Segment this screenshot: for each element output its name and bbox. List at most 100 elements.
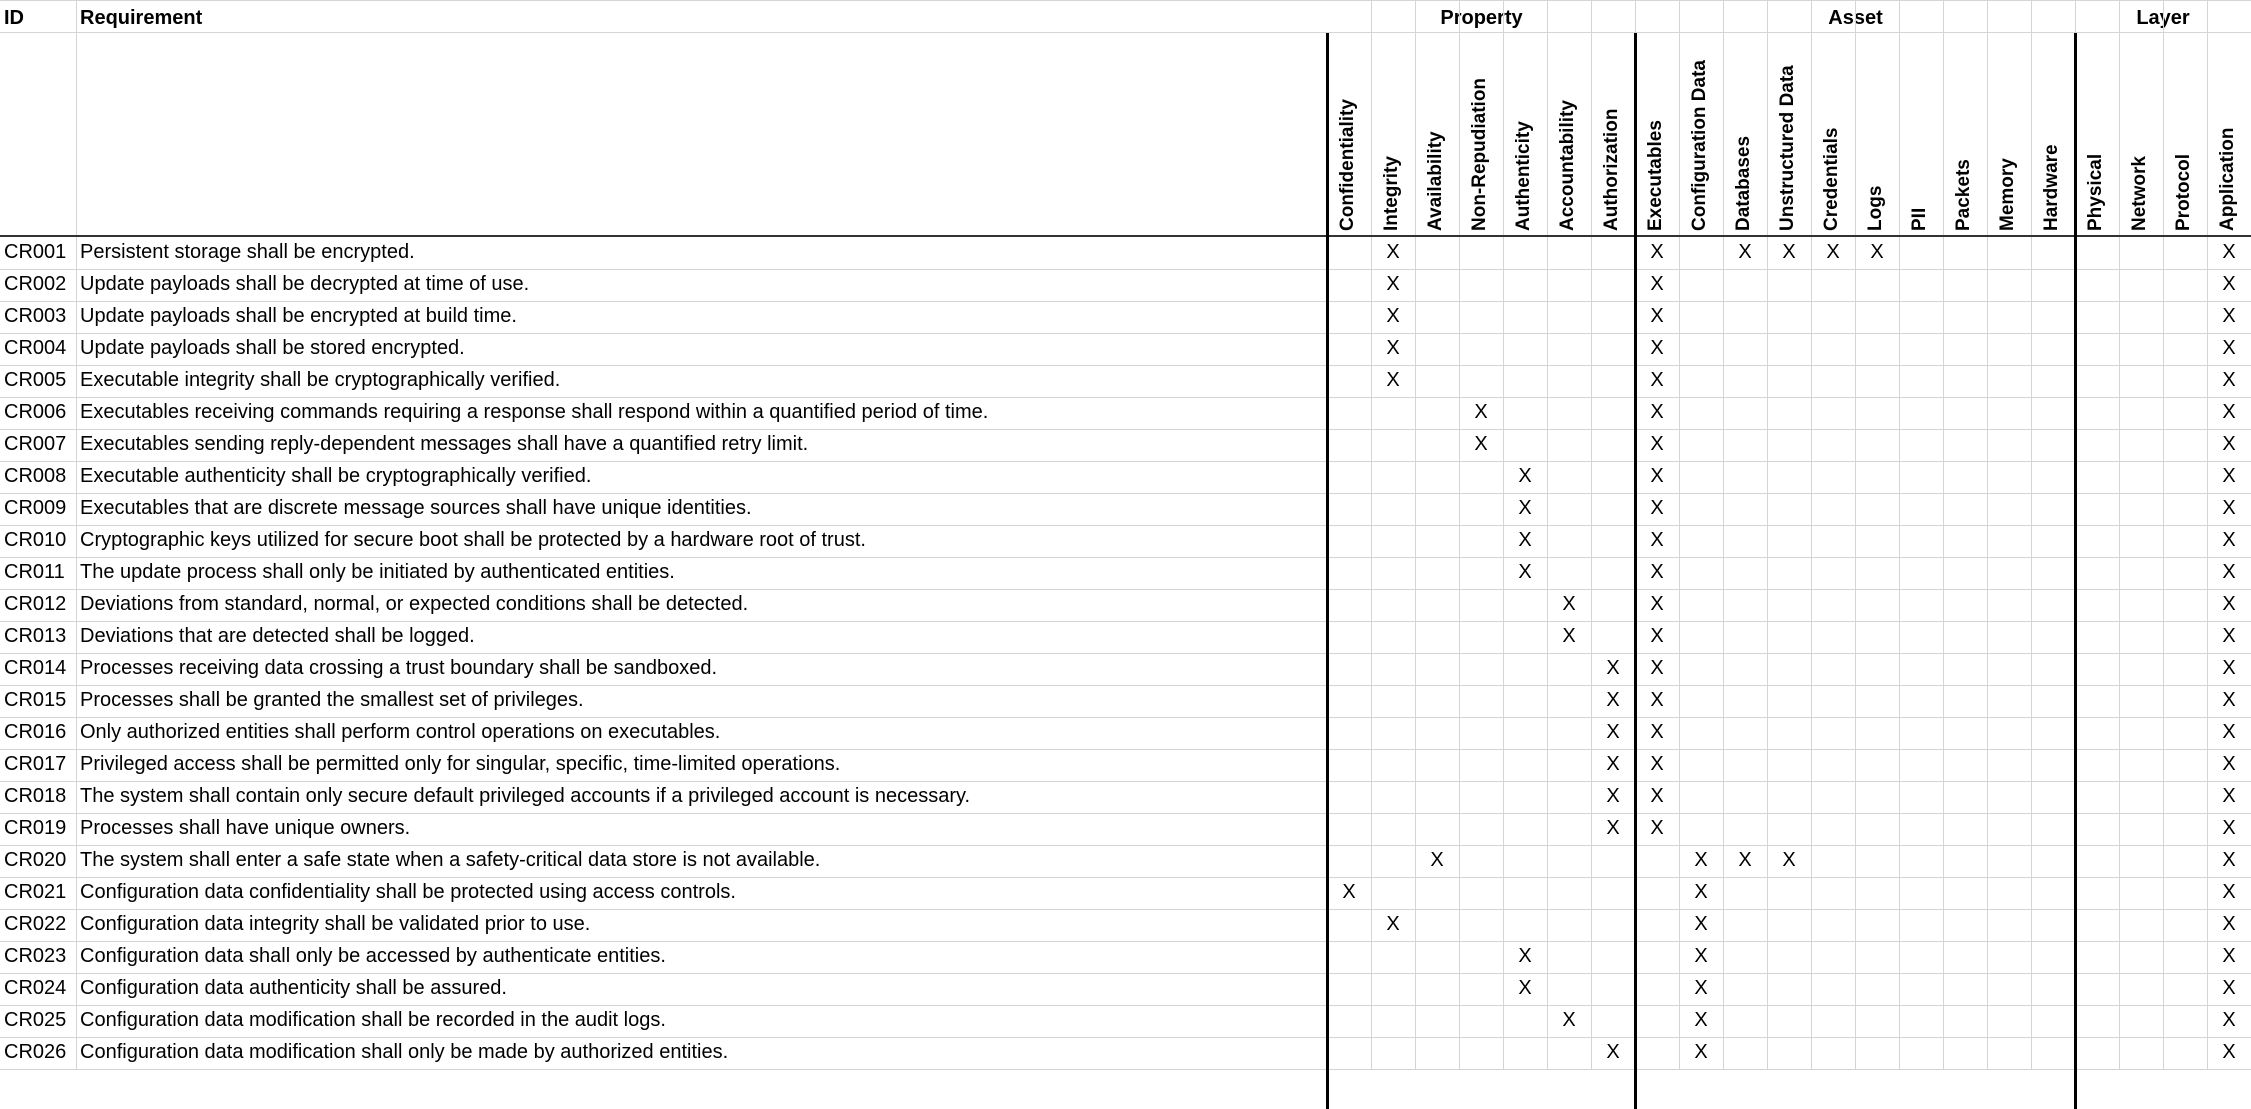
requirement-id[interactable]: CR020	[4, 849, 67, 871]
requirement-text[interactable]: Processes receiving data crossing a trus…	[80, 657, 718, 679]
cell-mark-executables[interactable]: X	[1650, 625, 1664, 647]
requirement-id[interactable]: CR016	[4, 721, 67, 743]
requirement-column-header[interactable]: Requirement	[80, 7, 203, 29]
column-header-authorization[interactable]: Authorization	[1601, 108, 1622, 231]
column-header-pii[interactable]: PII	[1909, 207, 1930, 231]
requirement-text[interactable]: Update payloads shall be decrypted at ti…	[80, 273, 530, 295]
cell-mark-unstructured-data[interactable]: X	[1782, 849, 1796, 871]
cell-mark-application[interactable]: X	[2222, 753, 2236, 775]
cell-mark-application[interactable]: X	[2222, 337, 2236, 359]
requirement-id[interactable]: CR003	[4, 305, 67, 327]
cell-mark-authenticity[interactable]: X	[1518, 977, 1532, 999]
requirement-id[interactable]: CR012	[4, 593, 67, 615]
cell-mark-authenticity[interactable]: X	[1518, 497, 1532, 519]
cell-mark-executables[interactable]: X	[1650, 657, 1664, 679]
requirement-id[interactable]: CR007	[4, 433, 67, 455]
requirement-text[interactable]: Deviations from standard, normal, or exp…	[80, 593, 749, 615]
cell-mark-application[interactable]: X	[2222, 913, 2236, 935]
cell-mark-configuration-data[interactable]: X	[1694, 977, 1708, 999]
requirement-id[interactable]: CR024	[4, 977, 67, 999]
cell-mark-authenticity[interactable]: X	[1518, 945, 1532, 967]
column-header-accountability[interactable]: Accountability	[1557, 100, 1578, 231]
cell-mark-application[interactable]: X	[2222, 273, 2236, 295]
requirement-text[interactable]: Executable integrity shall be cryptograp…	[80, 369, 561, 391]
column-header-non-repudiation[interactable]: Non-Repudiation	[1469, 77, 1490, 231]
cell-mark-application[interactable]: X	[2222, 977, 2236, 999]
column-header-physical[interactable]: Physical	[2085, 153, 2106, 231]
cell-mark-executables[interactable]: X	[1650, 401, 1664, 423]
cell-mark-accountability[interactable]: X	[1562, 625, 1576, 647]
requirement-text[interactable]: Update payloads shall be encrypted at bu…	[80, 305, 517, 327]
requirement-id[interactable]: CR008	[4, 465, 67, 487]
requirement-text[interactable]: Persistent storage shall be encrypted.	[80, 241, 415, 263]
requirement-text[interactable]: Executable authenticity shall be cryptog…	[80, 465, 592, 487]
cell-mark-configuration-data[interactable]: X	[1694, 1041, 1708, 1063]
column-header-credentials[interactable]: Credentials	[1821, 127, 1842, 231]
cell-mark-logs[interactable]: X	[1870, 241, 1884, 263]
cell-mark-authorization[interactable]: X	[1606, 721, 1620, 743]
cell-mark-executables[interactable]: X	[1650, 241, 1664, 263]
cell-mark-configuration-data[interactable]: X	[1694, 881, 1708, 903]
cell-mark-application[interactable]: X	[2222, 1009, 2236, 1031]
column-header-authenticity[interactable]: Authenticity	[1513, 121, 1534, 231]
cell-mark-application[interactable]: X	[2222, 497, 2236, 519]
requirement-id[interactable]: CR019	[4, 817, 67, 839]
column-header-memory[interactable]: Memory	[1997, 158, 2018, 231]
column-header-executables[interactable]: Executables	[1645, 120, 1666, 231]
cell-mark-executables[interactable]: X	[1650, 817, 1664, 839]
requirement-id[interactable]: CR006	[4, 401, 67, 423]
cell-mark-configuration-data[interactable]: X	[1694, 913, 1708, 935]
requirement-id[interactable]: CR011	[4, 561, 65, 583]
column-header-integrity[interactable]: Integrity	[1381, 156, 1402, 231]
cell-mark-configuration-data[interactable]: X	[1694, 1009, 1708, 1031]
cell-mark-application[interactable]: X	[2222, 241, 2236, 263]
cell-mark-application[interactable]: X	[2222, 529, 2236, 551]
column-header-protocol[interactable]: Protocol	[2173, 153, 2194, 231]
requirement-id[interactable]: CR015	[4, 689, 67, 711]
requirement-text[interactable]: Processes shall have unique owners.	[80, 817, 411, 839]
cell-mark-executables[interactable]: X	[1650, 561, 1664, 583]
cell-mark-accountability[interactable]: X	[1562, 593, 1576, 615]
requirement-text[interactable]: Configuration data authenticity shall be…	[80, 977, 507, 999]
cell-mark-credentials[interactable]: X	[1826, 241, 1840, 263]
cell-mark-authorization[interactable]: X	[1606, 689, 1620, 711]
cell-mark-application[interactable]: X	[2222, 561, 2236, 583]
cell-mark-application[interactable]: X	[2222, 625, 2236, 647]
requirement-id[interactable]: CR013	[4, 625, 67, 647]
cell-mark-application[interactable]: X	[2222, 657, 2236, 679]
requirement-text[interactable]: Update payloads shall be stored encrypte…	[80, 337, 465, 359]
cell-mark-databases[interactable]: X	[1738, 241, 1752, 263]
requirement-text[interactable]: Processes shall be granted the smallest …	[80, 689, 584, 711]
cell-mark-authenticity[interactable]: X	[1518, 465, 1532, 487]
property-group-header[interactable]: Property	[1440, 7, 1523, 29]
requirement-text[interactable]: Configuration data integrity shall be va…	[80, 913, 591, 935]
cell-mark-executables[interactable]: X	[1650, 273, 1664, 295]
cell-mark-executables[interactable]: X	[1650, 497, 1664, 519]
requirement-id[interactable]: CR010	[4, 529, 67, 551]
column-header-availability[interactable]: Availability	[1425, 131, 1446, 231]
cell-mark-integrity[interactable]: X	[1386, 305, 1400, 327]
cell-mark-integrity[interactable]: X	[1386, 273, 1400, 295]
cell-mark-executables[interactable]: X	[1650, 721, 1664, 743]
cell-mark-application[interactable]: X	[2222, 945, 2236, 967]
column-header-packets[interactable]: Packets	[1953, 159, 1974, 231]
cell-mark-availability[interactable]: X	[1430, 849, 1444, 871]
cell-mark-configuration-data[interactable]: X	[1694, 849, 1708, 871]
cell-mark-executables[interactable]: X	[1650, 753, 1664, 775]
cell-mark-integrity[interactable]: X	[1386, 337, 1400, 359]
cell-mark-application[interactable]: X	[2222, 593, 2236, 615]
cell-mark-databases[interactable]: X	[1738, 849, 1752, 871]
cell-mark-authorization[interactable]: X	[1606, 817, 1620, 839]
cell-mark-executables[interactable]: X	[1650, 369, 1664, 391]
cell-mark-application[interactable]: X	[2222, 401, 2236, 423]
cell-mark-authorization[interactable]: X	[1606, 1041, 1620, 1063]
cell-mark-unstructured-data[interactable]: X	[1782, 241, 1796, 263]
requirement-text[interactable]: Executables that are discrete message so…	[80, 497, 752, 519]
column-header-unstructured-data[interactable]: Unstructured Data	[1777, 65, 1798, 231]
cell-mark-authorization[interactable]: X	[1606, 657, 1620, 679]
requirement-text[interactable]: Deviations that are detected shall be lo…	[80, 625, 475, 647]
column-header-application[interactable]: Application	[2217, 127, 2238, 231]
column-header-confidentiality[interactable]: Confidentiality	[1337, 99, 1358, 231]
cell-mark-application[interactable]: X	[2222, 817, 2236, 839]
cell-mark-application[interactable]: X	[2222, 849, 2236, 871]
